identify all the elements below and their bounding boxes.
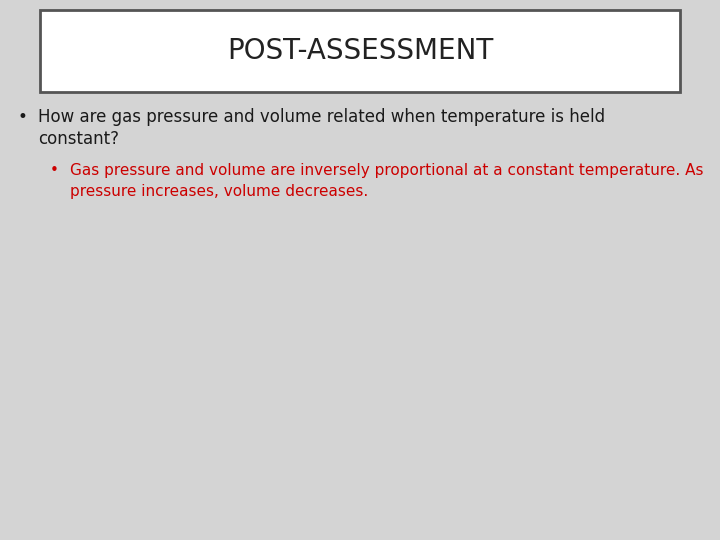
Text: pressure increases, volume decreases.: pressure increases, volume decreases. [70, 184, 368, 199]
Text: POST-ASSESSMENT: POST-ASSESSMENT [227, 37, 493, 65]
Text: How are gas pressure and volume related when temperature is held: How are gas pressure and volume related … [38, 108, 605, 126]
Bar [40, 10, 680, 92]
Text: constant?: constant? [38, 130, 119, 148]
Text: •: • [50, 163, 59, 178]
Text: Gas pressure and volume are inversely proportional at a constant temperature. As: Gas pressure and volume are inversely pr… [70, 163, 703, 178]
Text: •: • [18, 108, 28, 126]
